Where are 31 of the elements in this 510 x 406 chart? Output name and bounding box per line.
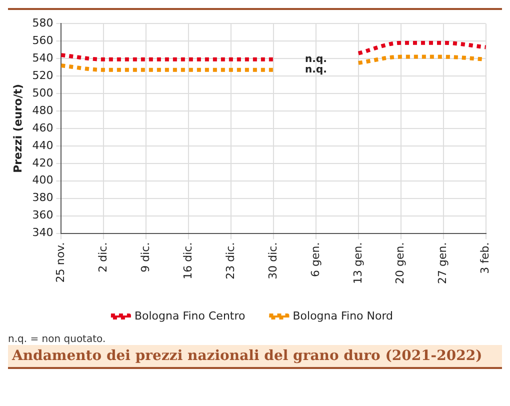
x-tick-label: 9 dic. xyxy=(138,242,152,272)
x-tick-label: 20 gen. xyxy=(394,242,407,284)
x-tick-label: 25 nov. xyxy=(54,242,68,283)
y-tick-label: 560 xyxy=(32,34,54,47)
y-tick-label: 400 xyxy=(32,174,54,187)
legend-label: Bologna Fino Centro xyxy=(134,309,246,322)
text: Andamento dei prezzi nazionali del grano duro (2021-2022) xyxy=(8,345,502,369)
y-tick-label: 380 xyxy=(32,191,54,204)
y-tick-label: 540 xyxy=(32,51,54,64)
legend-label: Bologna Fino Nord xyxy=(292,309,394,322)
x-tick-label: 27 gen. xyxy=(436,242,450,284)
x-tick-label: 2 dic. xyxy=(96,242,110,272)
x-tick-label: 16 dic. xyxy=(181,242,194,280)
y-tick-label: 360 xyxy=(32,208,54,222)
y-tick-label: 500 xyxy=(32,86,54,100)
y-axis-title: Prezzi (euro/t) xyxy=(11,84,24,173)
x-tick-label: 3 feb. xyxy=(478,242,492,274)
annotation: n.q. xyxy=(305,54,327,66)
text: n.q. = non quotato. xyxy=(8,334,107,345)
y-tick-label: 520 xyxy=(32,68,54,82)
y-tick-label: 460 xyxy=(32,121,54,134)
y-tick-label: 480 xyxy=(32,104,54,117)
y-tick-label: 440 xyxy=(32,138,54,152)
x-tick-label: 30 dic. xyxy=(266,242,280,280)
y-tick-label: 580 xyxy=(32,16,54,30)
annotation: n.q. xyxy=(305,64,327,76)
x-tick-label: 23 dic. xyxy=(224,242,237,280)
x-tick-label: 13 gen. xyxy=(351,242,364,284)
y-tick-label: 340 xyxy=(32,226,54,240)
y-tick-label: 420 xyxy=(32,156,54,170)
x-tick-label: 6 gen. xyxy=(308,242,322,278)
